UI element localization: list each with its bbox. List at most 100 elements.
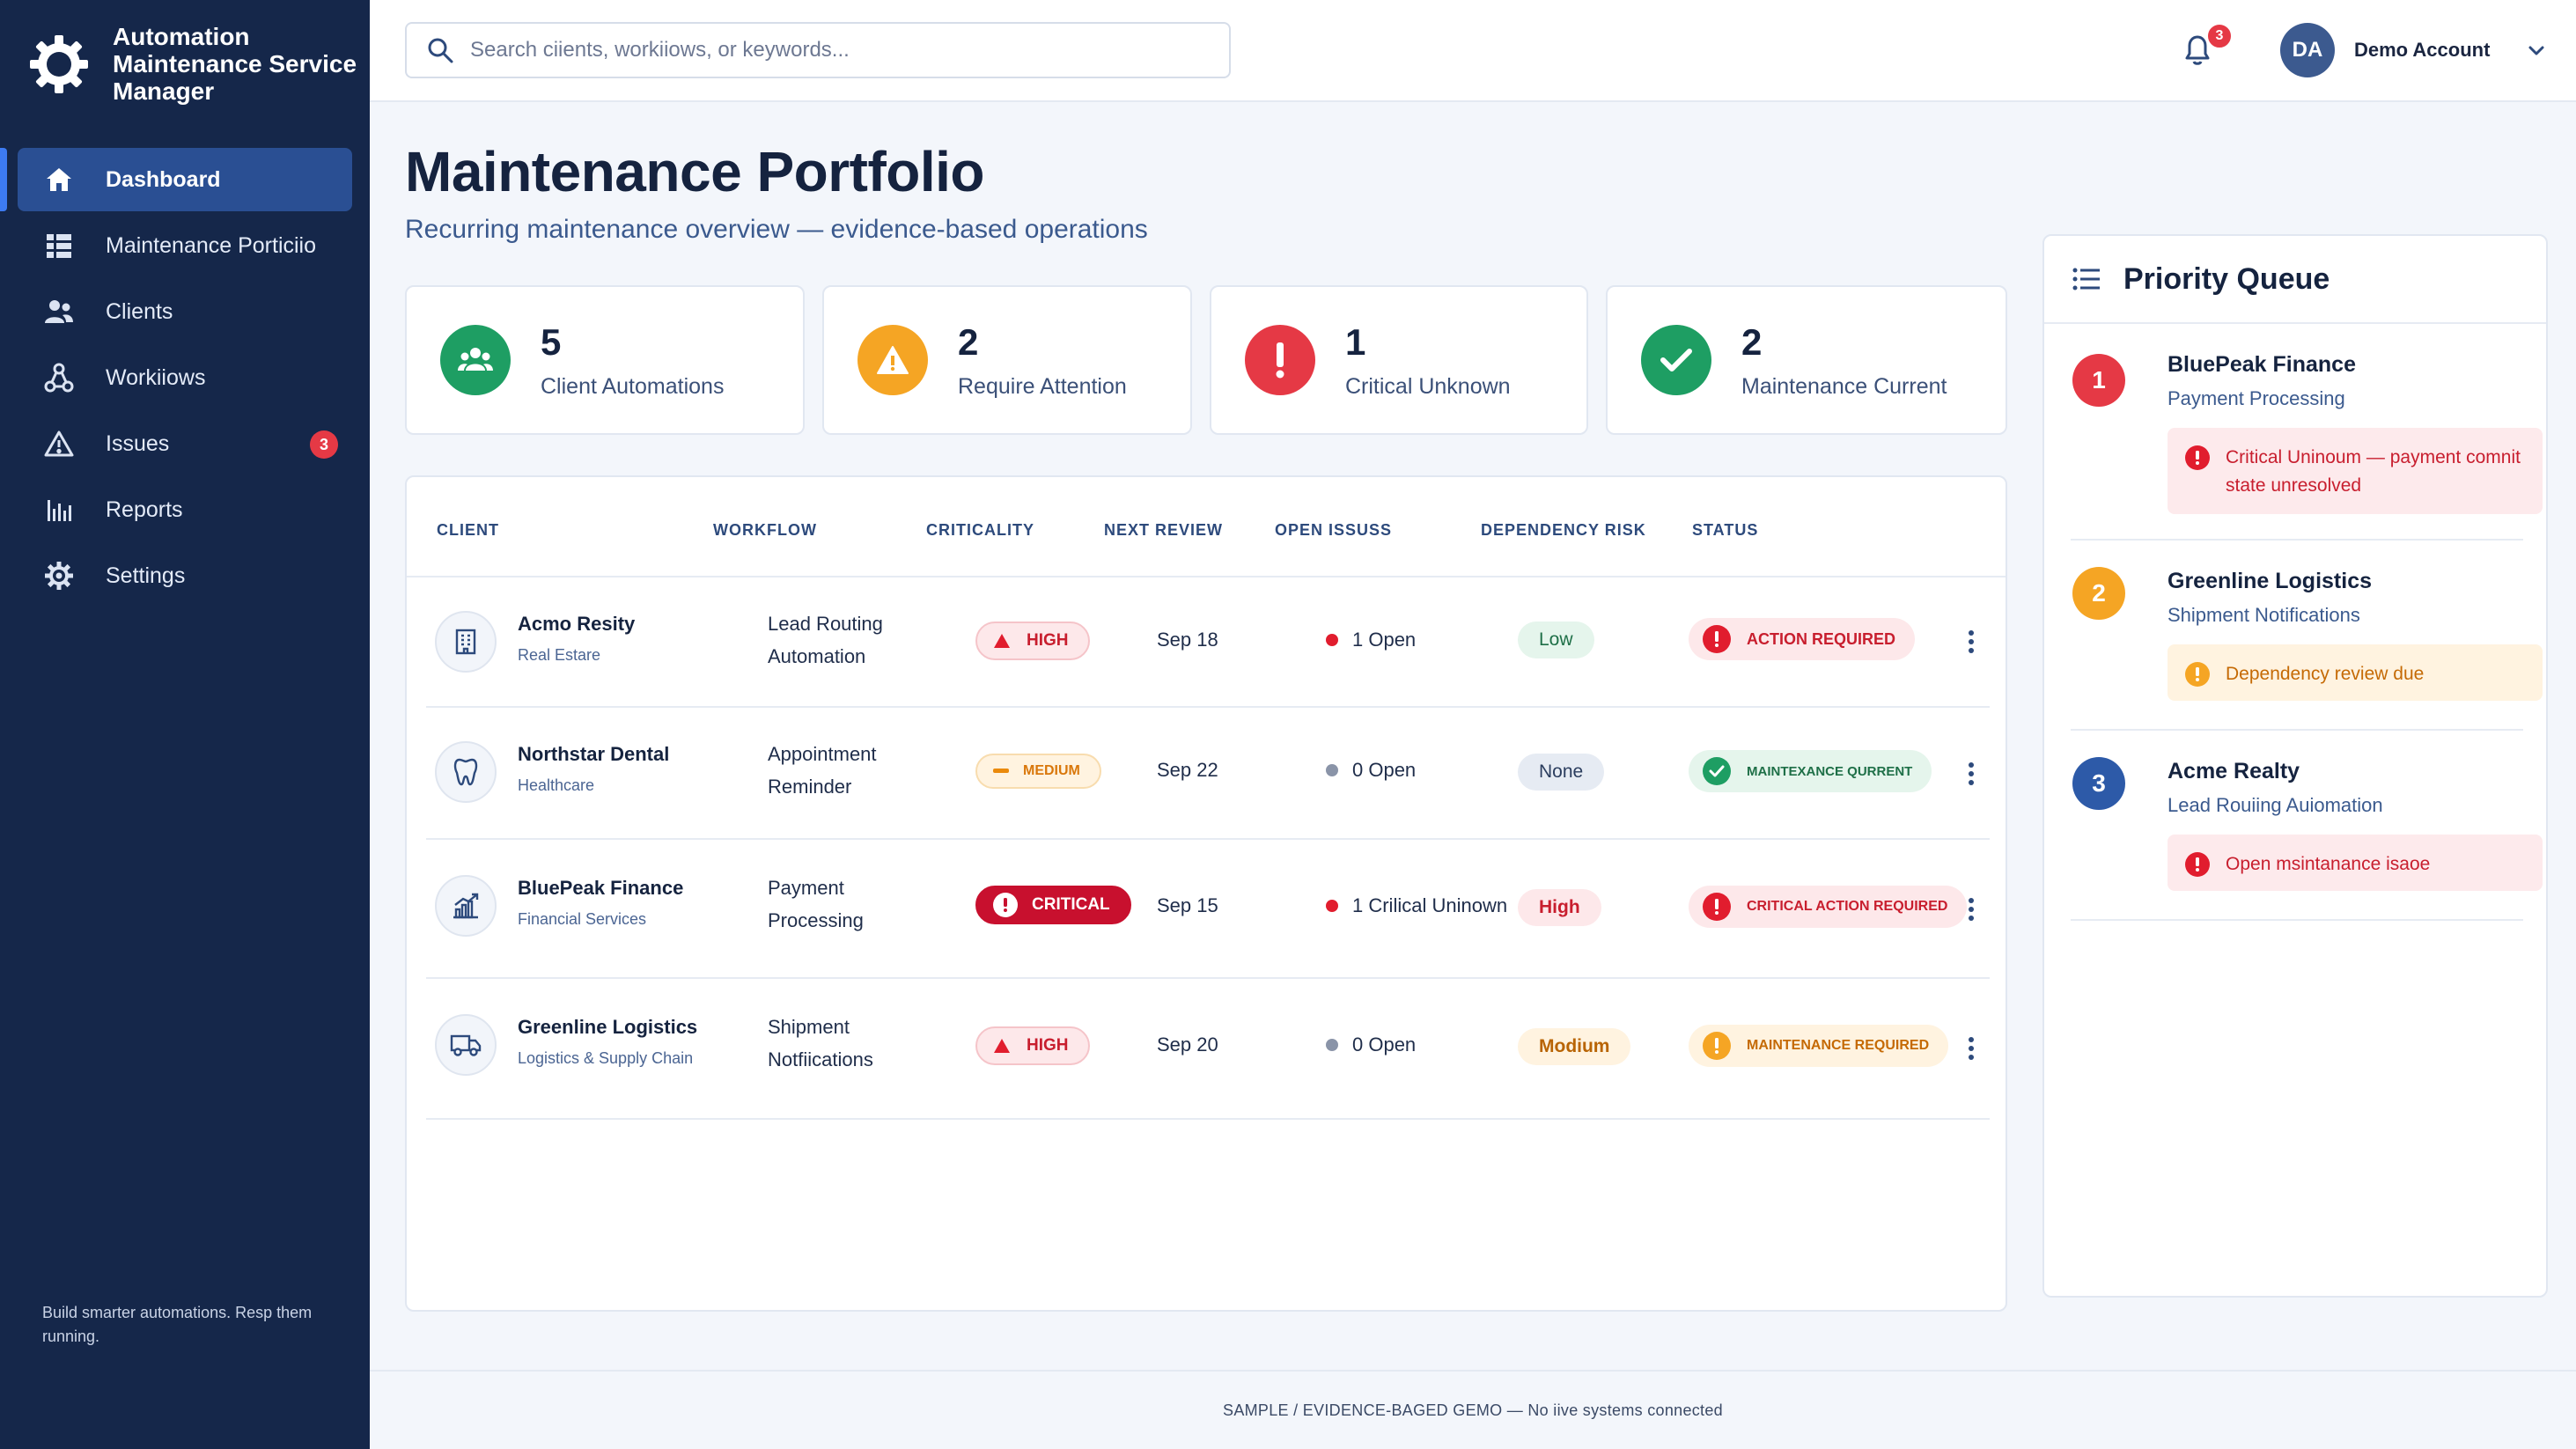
priority-queue-panel: Priority Queue 1 BluePeak Finance Paymen… bbox=[2042, 234, 2548, 1298]
check-icon bbox=[1641, 325, 1711, 395]
column-header-criticality[interactable]: CRITICALITY bbox=[926, 521, 1034, 539]
sidebar-item-label: Settings bbox=[106, 563, 186, 588]
client-industry: Real Estare bbox=[518, 646, 601, 664]
open-issues: 0 Open bbox=[1326, 1033, 1416, 1056]
minus-icon bbox=[993, 769, 1009, 773]
priority-rank: 1 bbox=[2072, 354, 2125, 407]
sidebar: Automation Maintenance Service Manager D… bbox=[0, 0, 370, 1449]
table-row[interactable]: Acmo Resity Real Estare Lead Routing Auto… bbox=[426, 577, 1990, 708]
account-name: Demo Account bbox=[2354, 39, 2491, 61]
warning-icon bbox=[994, 1039, 1010, 1053]
status-badge: MAINTENANCE REQUIRED bbox=[1689, 1025, 1949, 1067]
table-row[interactable]: Greenline Logistics Logistics & Supply C… bbox=[426, 979, 1990, 1120]
users-icon bbox=[42, 295, 76, 328]
sidebar-item-label: Dashboard bbox=[106, 166, 221, 192]
stat-label: Require Attention bbox=[958, 373, 1127, 399]
criticality-badge: HIGH bbox=[975, 1026, 1090, 1065]
dependency-risk-badge: Modium bbox=[1518, 1028, 1631, 1065]
column-header-workflow[interactable]: WORKFLOW bbox=[713, 521, 817, 539]
stat-label: Maintenance Current bbox=[1741, 373, 1947, 399]
search-box[interactable] bbox=[405, 22, 1231, 78]
sidebar-item-dashboard[interactable]: Dashboard bbox=[0, 148, 352, 211]
dependency-risk-badge: Low bbox=[1518, 622, 1594, 658]
sidebar-item-clients[interactable]: Clients bbox=[18, 280, 352, 343]
priority-client: BluePeak Finance bbox=[2168, 352, 2356, 377]
priority-client: Acme Realty bbox=[2168, 759, 2300, 783]
priority-rank: 2 bbox=[2072, 567, 2125, 620]
table-row[interactable]: BluePeak Finance Financial Services Paym… bbox=[426, 840, 1990, 979]
stat-card-maintenance-current[interactable]: 2 Maintenance Current bbox=[1606, 285, 2007, 435]
sidebar-item-settings[interactable]: Settings bbox=[18, 544, 352, 607]
truck-icon bbox=[435, 1014, 497, 1076]
workflow-name: Appointment Reminder bbox=[768, 743, 877, 798]
next-review-date: Sep 22 bbox=[1157, 759, 1218, 781]
notification-badge: 3 bbox=[2206, 23, 2233, 49]
tooth-icon bbox=[435, 741, 497, 803]
sidebar-item-reports[interactable]: Reports bbox=[18, 478, 352, 541]
stat-card-critical-unknown[interactable]: 1 Critical Unknown bbox=[1210, 285, 1588, 435]
client-name[interactable]: Northstar Dental bbox=[518, 743, 670, 765]
open-issues: 1 Open bbox=[1326, 629, 1416, 651]
bar-chart-icon bbox=[42, 493, 76, 526]
status-badge: ACTION REQUIRED bbox=[1689, 618, 1916, 660]
search-input[interactable] bbox=[470, 38, 1192, 63]
more-options-icon[interactable] bbox=[1967, 1035, 1976, 1062]
page-subtitle: Recurring maintenance overview — evidenc… bbox=[405, 215, 1148, 244]
open-issues: 0 Open bbox=[1326, 759, 1416, 782]
workflow-name: Shipment Notfiications bbox=[768, 1016, 873, 1070]
issue-dot bbox=[1326, 900, 1338, 912]
column-header-open-issues[interactable]: OPEN ISSUSS bbox=[1275, 521, 1393, 539]
column-header-next-review[interactable]: NEXT REVIEW bbox=[1104, 521, 1224, 539]
warning-icon bbox=[857, 325, 928, 395]
dependency-risk-badge: None bbox=[1518, 754, 1605, 791]
check-icon bbox=[1703, 757, 1731, 785]
priority-item[interactable]: 1 BluePeak Finance Payment Processing Cr… bbox=[2071, 324, 2543, 541]
account-menu[interactable]: DA Demo Account bbox=[2280, 23, 2548, 77]
column-header-dependency-risk[interactable]: DEPENDENCY RISK bbox=[1481, 521, 1646, 539]
sidebar-item-label: Workiiows bbox=[106, 364, 206, 390]
sidebar-item-maintenance-portfolio[interactable]: Maintenance Porticiio bbox=[18, 214, 352, 277]
stat-value: 2 bbox=[1741, 320, 1763, 363]
app-title: Automation Maintenance Service Manager bbox=[113, 23, 357, 105]
priority-item[interactable]: 3 Acme Realty Lead Rouiing Auiomation Op… bbox=[2071, 731, 2543, 921]
criticality-badge: CRITICAL bbox=[975, 886, 1131, 924]
chevron-down-icon bbox=[2528, 46, 2544, 55]
priority-queue-title: Priority Queue bbox=[2123, 261, 2330, 296]
finance-chart-icon bbox=[435, 875, 497, 937]
client-name[interactable]: BluePeak Finance bbox=[518, 877, 684, 899]
sidebar-item-workflows[interactable]: Workiiows bbox=[18, 346, 352, 409]
more-options-icon[interactable] bbox=[1967, 629, 1976, 655]
warning-icon bbox=[42, 427, 76, 460]
status-badge: CRITICAL ACTION REQUIRED bbox=[1689, 886, 1968, 928]
workflow-name: Payment Processing bbox=[768, 877, 864, 931]
sidebar-item-issues[interactable]: Issues 3 bbox=[18, 412, 352, 475]
next-review-date: Sep 15 bbox=[1157, 894, 1218, 916]
exclamation-icon bbox=[1703, 1032, 1731, 1060]
exclamation-icon bbox=[2185, 445, 2210, 470]
more-options-icon[interactable] bbox=[1967, 896, 1976, 923]
bell-icon[interactable] bbox=[2178, 30, 2217, 69]
stat-card-require-attention[interactable]: 2 Require Attention bbox=[822, 285, 1192, 435]
priority-item[interactable]: 2 Greenline Logistics Shipment Notificat… bbox=[2071, 541, 2543, 731]
column-header-client[interactable]: CLIENT bbox=[437, 521, 499, 539]
exclamation-icon bbox=[1245, 325, 1315, 395]
open-issues: 1 Crilical Uninown bbox=[1326, 894, 1507, 917]
more-options-icon[interactable] bbox=[1967, 761, 1976, 787]
issues-count-badge: 3 bbox=[310, 430, 338, 459]
stat-card-client-automations[interactable]: 5 Client Automations bbox=[405, 285, 805, 435]
brand[interactable]: Automation Maintenance Service Manager bbox=[28, 23, 377, 105]
next-review-date: Sep 18 bbox=[1157, 629, 1218, 651]
stat-value: 5 bbox=[541, 320, 562, 363]
exclamation-icon bbox=[2185, 852, 2210, 877]
list-icon bbox=[2072, 268, 2100, 291]
exclamation-icon bbox=[993, 893, 1018, 917]
column-header-status[interactable]: STATUS bbox=[1692, 521, 1759, 539]
client-name[interactable]: Greenline Logistics bbox=[518, 1016, 698, 1038]
stat-label: Client Automations bbox=[541, 373, 725, 399]
issue-dot bbox=[1326, 1039, 1338, 1051]
table-row[interactable]: Northstar Dental Healthcare Appointment R… bbox=[426, 708, 1990, 840]
sidebar-item-label: Maintenance Porticiio bbox=[106, 232, 317, 258]
portfolio-table: CLIENT WORKFLOW CRITICALITY NEXT REVIEW … bbox=[405, 475, 2007, 1312]
client-name[interactable]: Acmo Resity bbox=[518, 613, 636, 635]
client-industry: Healthcare bbox=[518, 776, 595, 794]
